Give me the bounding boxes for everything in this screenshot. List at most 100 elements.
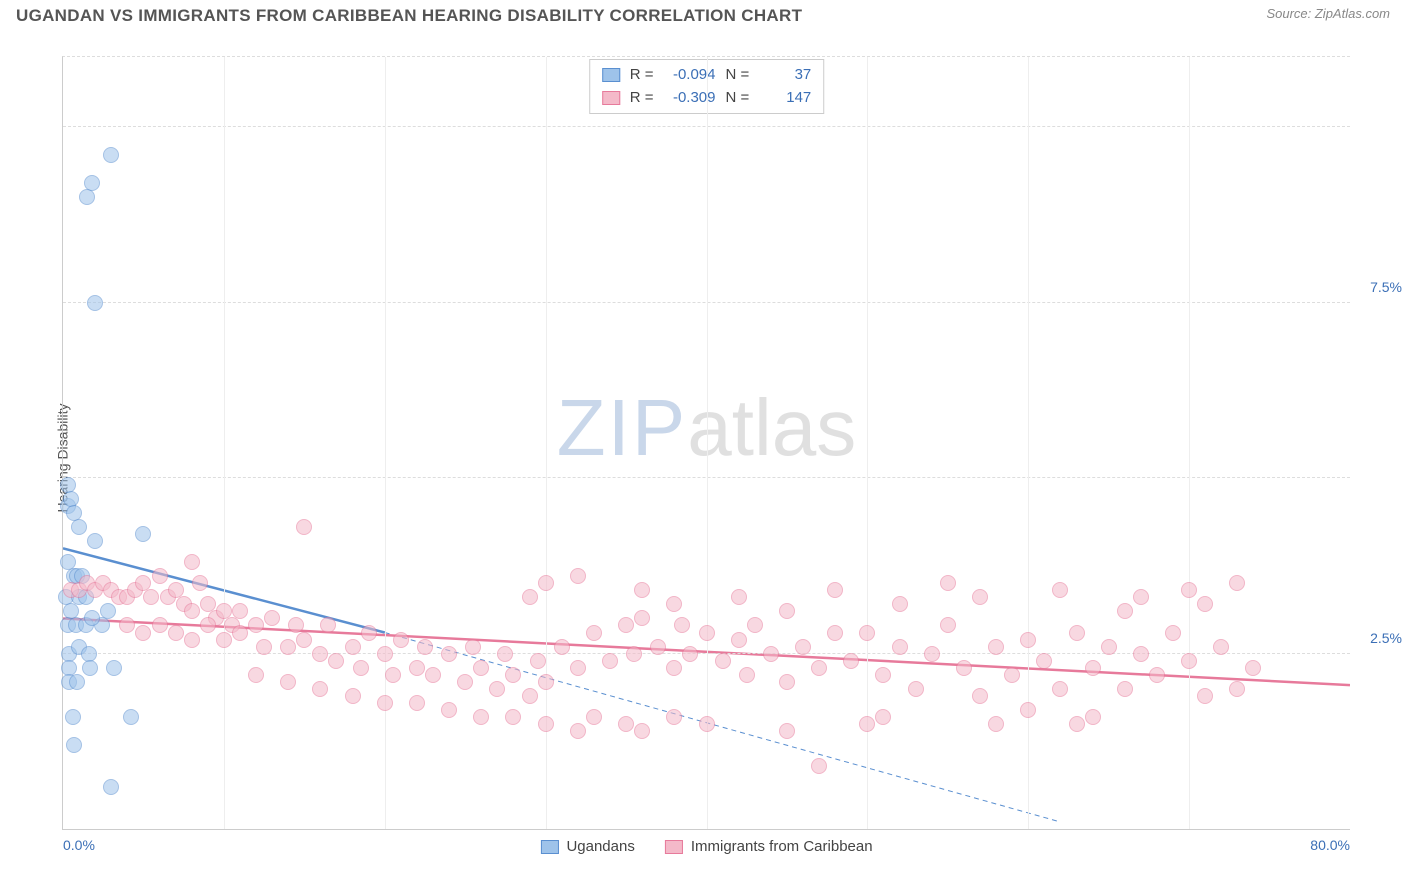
scatter-point [940,575,956,591]
scatter-point [1165,625,1181,641]
y-tick-label: 2.5% [1370,630,1402,646]
scatter-point [731,632,747,648]
scatter-point [232,625,248,641]
scatter-point [79,189,95,205]
scatter-point [843,653,859,669]
scatter-point [634,582,650,598]
scatter-point [618,617,634,633]
plot-area: ZIPatlas R =-0.094N =37R =-0.309N =147 U… [62,56,1350,830]
scatter-point [988,639,1004,655]
scatter-point [1197,596,1213,612]
scatter-point [328,653,344,669]
scatter-point [699,625,715,641]
scatter-point [100,603,116,619]
scatter-point [377,695,393,711]
scatter-point [71,519,87,535]
scatter-point [441,702,457,718]
legend-swatch [602,68,620,82]
scatter-point [63,603,79,619]
scatter-point [184,632,200,648]
scatter-point [353,660,369,676]
scatter-point [1245,660,1261,676]
scatter-point [739,667,755,683]
gridline-vertical [385,57,386,829]
source-attribution: Source: ZipAtlas.com [1266,6,1390,21]
scatter-point [1020,702,1036,718]
scatter-point [1213,639,1229,655]
scatter-point [66,737,82,753]
scatter-point [674,617,690,633]
scatter-point [65,709,81,725]
r-label: R = [630,87,654,110]
scatter-point [345,639,361,655]
r-label: R = [630,64,654,87]
scatter-point [152,568,168,584]
scatter-point [972,688,988,704]
scatter-point [1149,667,1165,683]
gridline-vertical [707,57,708,829]
scatter-point [168,625,184,641]
scatter-point [940,617,956,633]
n-value: 37 [759,64,811,87]
scatter-point [699,716,715,732]
scatter-point [1117,681,1133,697]
scatter-point [779,674,795,690]
scatter-point [988,716,1004,732]
scatter-point [296,632,312,648]
scatter-point [522,589,538,605]
scatter-point [441,646,457,662]
gridline-vertical [546,57,547,829]
n-value: 147 [759,87,811,110]
scatter-point [216,632,232,648]
scatter-point [106,660,122,676]
scatter-point [731,589,747,605]
scatter-point [859,716,875,732]
r-value: -0.094 [664,64,716,87]
legend-label: Immigrants from Caribbean [691,838,873,855]
scatter-point [779,603,795,619]
scatter-point [618,716,634,732]
chart-title: UGANDAN VS IMMIGRANTS FROM CARIBBEAN HEA… [16,6,802,26]
scatter-point [859,625,875,641]
scatter-point [103,779,119,795]
scatter-point [409,695,425,711]
scatter-point [457,674,473,690]
n-label: N = [726,64,750,87]
scatter-point [1069,625,1085,641]
scatter-point [795,639,811,655]
scatter-point [361,625,377,641]
scatter-point [87,533,103,549]
x-tick-label: 0.0% [63,837,95,853]
scatter-point [119,617,135,633]
scatter-point [586,625,602,641]
legend-swatch [602,91,620,105]
scatter-point [892,596,908,612]
bottom-legend: Ugandans Immigrants from Caribbean [540,838,872,855]
scatter-point [530,653,546,669]
scatter-point [312,646,328,662]
scatter-point [1181,582,1197,598]
r-value: -0.309 [664,87,716,110]
scatter-point [827,582,843,598]
scatter-point [264,610,280,626]
scatter-point [666,709,682,725]
scatter-point [1133,646,1149,662]
scatter-point [143,589,159,605]
scatter-point [409,660,425,676]
legend-label: Ugandans [566,838,634,855]
scatter-point [232,603,248,619]
scatter-point [280,674,296,690]
scatter-point [554,639,570,655]
scatter-point [248,617,264,633]
scatter-point [1085,709,1101,725]
scatter-point [256,639,272,655]
scatter-point [280,639,296,655]
scatter-point [1133,589,1149,605]
scatter-point [570,568,586,584]
scatter-point [811,660,827,676]
scatter-point [473,660,489,676]
scatter-point [538,674,554,690]
scatter-point [192,575,208,591]
scatter-point [924,646,940,662]
scatter-point [626,646,642,662]
